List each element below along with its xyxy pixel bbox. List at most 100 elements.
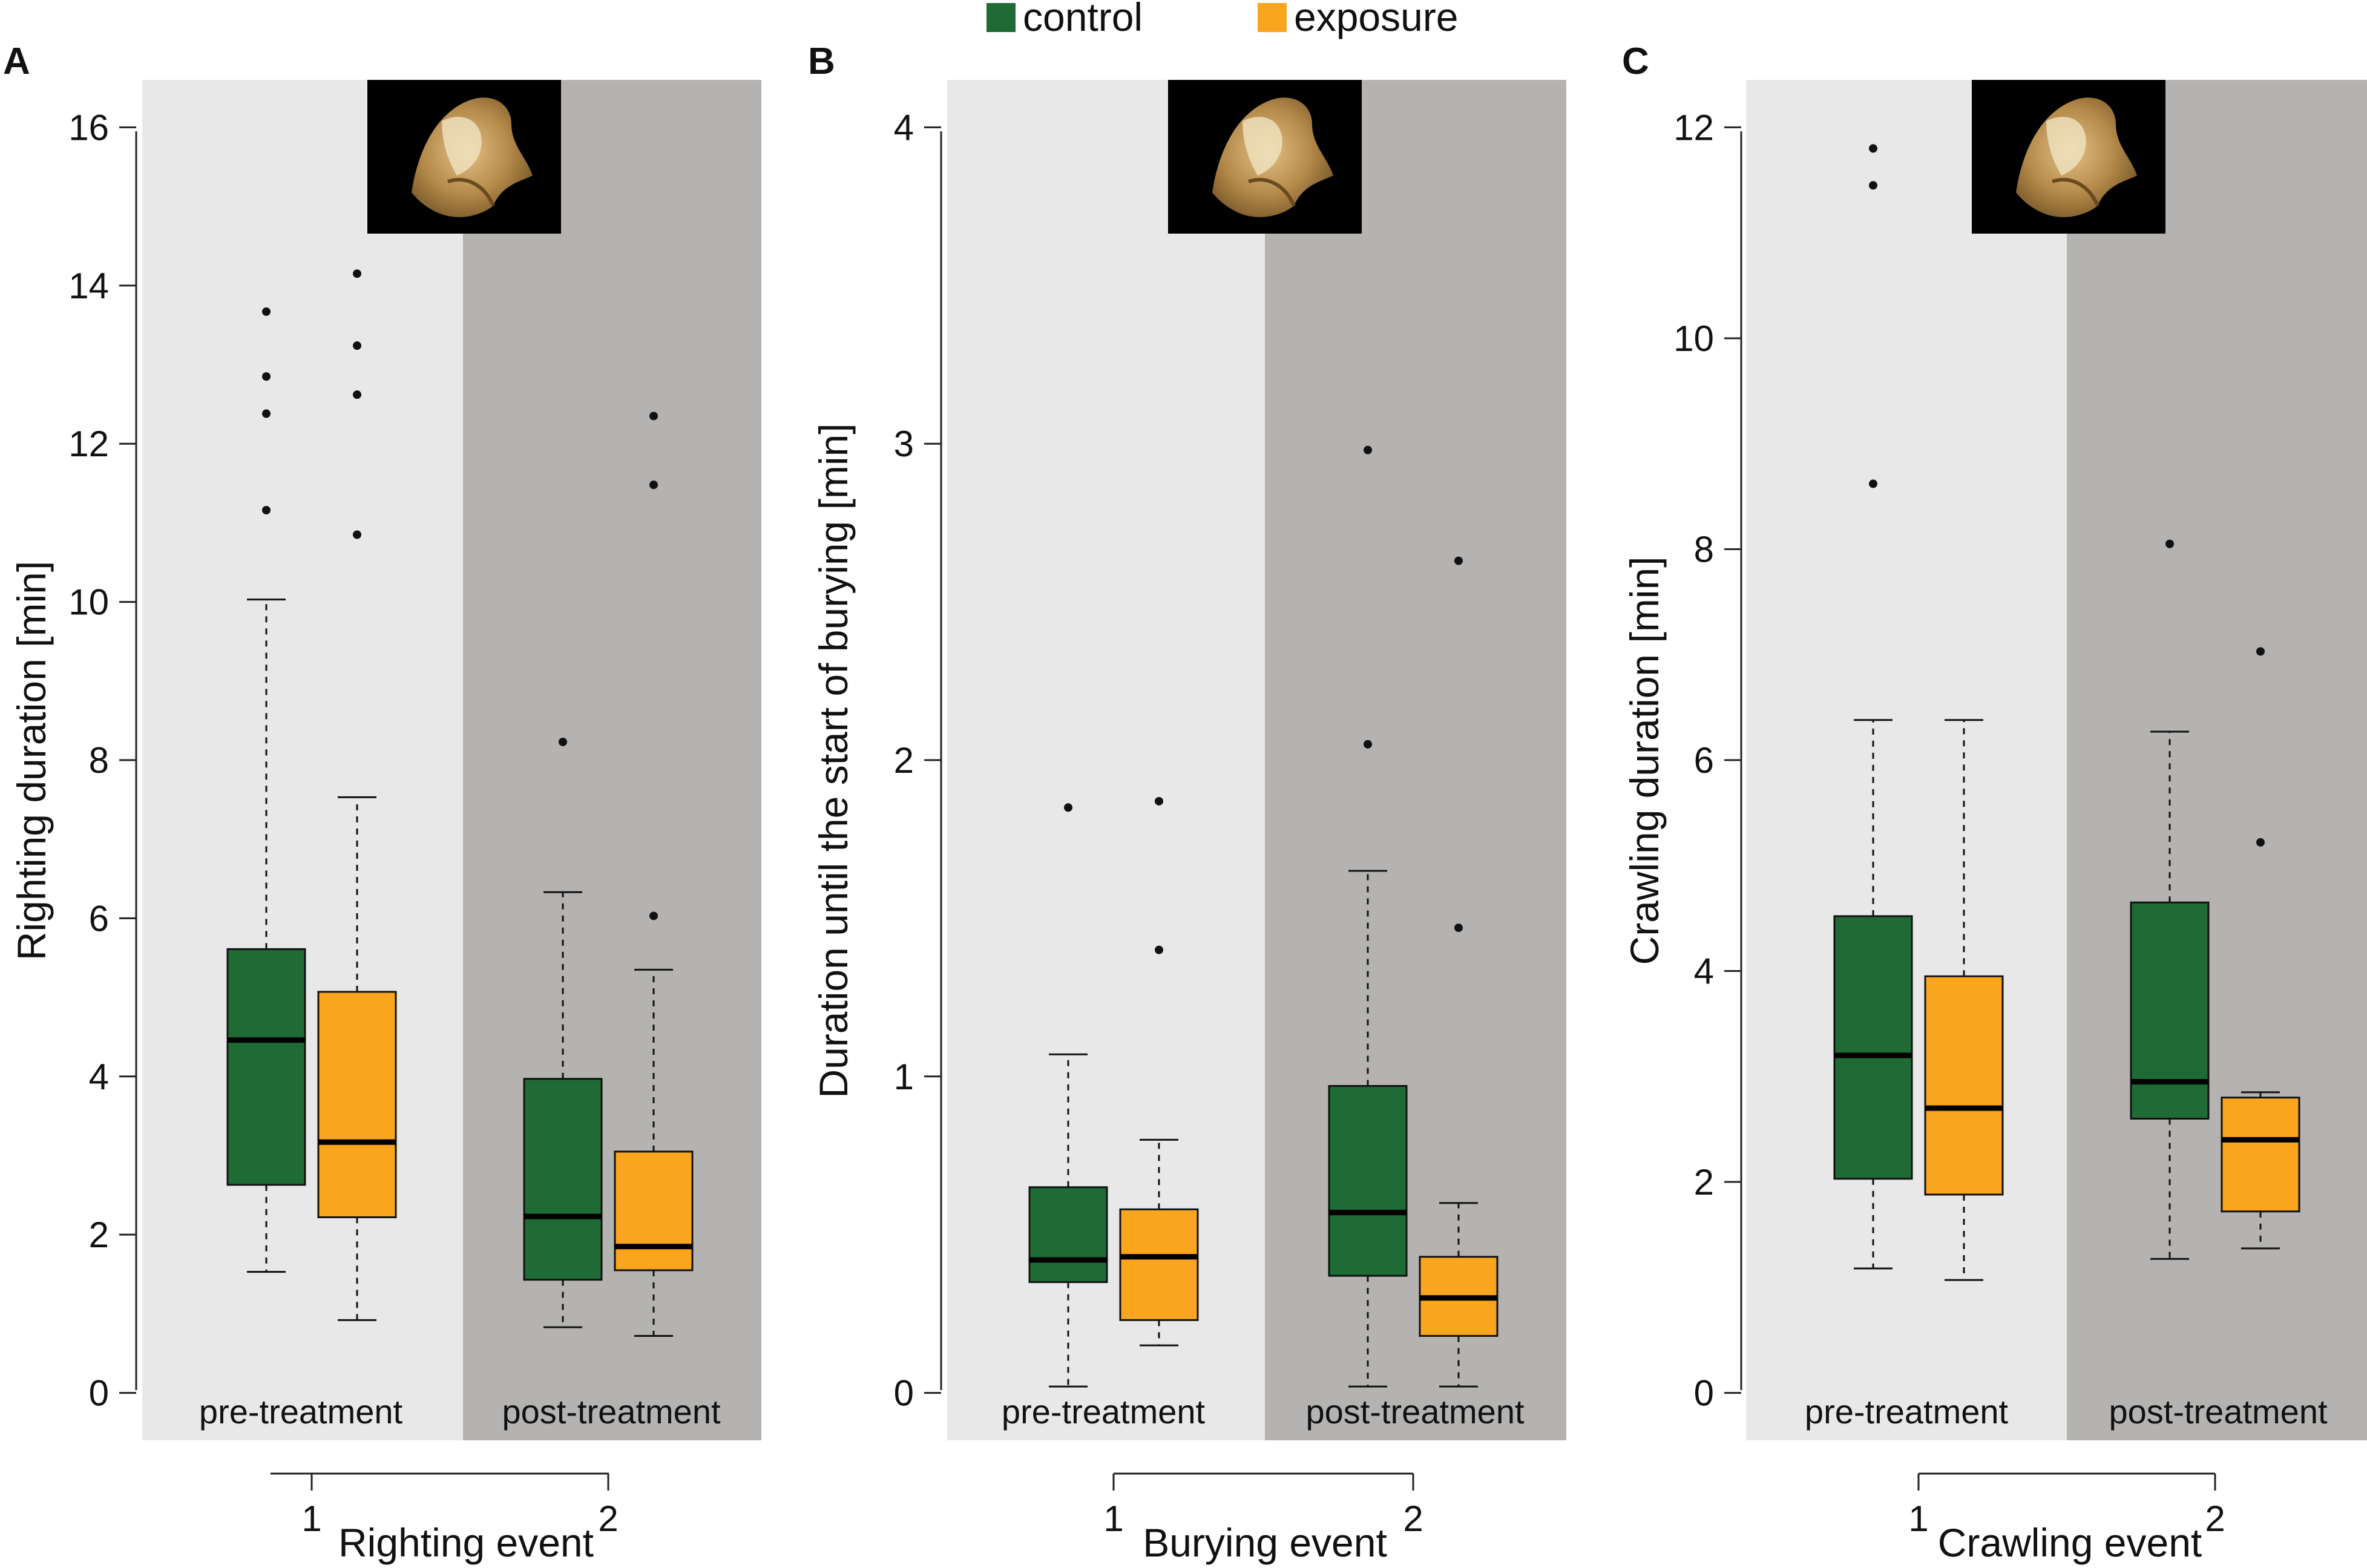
outlier-point: [262, 505, 271, 514]
box-iqr: [226, 948, 306, 1186]
outlier-point: [353, 269, 361, 278]
box-control-event-1: [1833, 144, 1913, 1270]
outlier-point: [1364, 740, 1372, 749]
outlier-point: [353, 341, 361, 350]
panel-c: C pre-treatment post-treatment 024681012…: [1622, 41, 2367, 1565]
y-tick-label: 14: [68, 266, 109, 306]
box-control-event-1: [1028, 803, 1108, 1388]
legend-label-exposure: exposure: [1294, 0, 1459, 39]
y-tick-label: 4: [89, 1057, 109, 1097]
box-iqr: [614, 1150, 694, 1271]
outlier-point: [353, 390, 361, 399]
y-tick-label: 8: [89, 740, 109, 781]
box-exposure-event-1: [1119, 796, 1199, 1347]
y-tick-label: 0: [1694, 1373, 1714, 1414]
y-tick-label: 4: [1694, 951, 1714, 992]
x-tick-label: 1: [1908, 1498, 1928, 1539]
panel-a: A pre-treatment post-treatment 024681012…: [3, 41, 761, 1565]
box-control-event-2: [1328, 445, 1408, 1388]
y-tick-label: 12: [68, 424, 109, 464]
legend: control exposure: [987, 0, 1459, 39]
box-iqr: [2221, 1097, 2300, 1213]
y-axis-title: Crawling duration [min]: [1622, 557, 1667, 965]
y-tick-label: 2: [1694, 1162, 1714, 1202]
y-tick-label: 8: [1694, 529, 1714, 569]
y-tick-label: 4: [894, 107, 914, 148]
legend-label-control: control: [1023, 0, 1143, 39]
outlier-point: [1454, 556, 1463, 565]
outlier-point: [262, 409, 271, 418]
box-iqr: [523, 1078, 603, 1281]
y-tick-label: 12: [1673, 107, 1714, 148]
box-exposure-event-1: [317, 269, 397, 1321]
y-tick-label: 6: [89, 898, 109, 939]
outlier-point: [262, 307, 271, 316]
y-axis-title: Duration until the start of burying [min…: [811, 423, 856, 1098]
region-post-treatment: [2067, 80, 2367, 1440]
y-tick-label: 6: [1694, 740, 1714, 781]
outlier-point: [262, 372, 271, 381]
outlier-point: [2165, 539, 2174, 548]
box-control-event-1: [226, 307, 306, 1273]
box-exposure-event-2: [2221, 647, 2300, 1250]
legend-swatch-exposure: [1258, 3, 1287, 32]
y-tick-label: 0: [894, 1373, 914, 1414]
outlier-point: [2256, 838, 2265, 847]
box-iqr: [1924, 975, 2004, 1196]
y-tick-label: 2: [89, 1215, 109, 1255]
region-label-post: post-treatment: [2109, 1393, 2327, 1431]
box-control-event-2: [2130, 539, 2210, 1260]
outlier-point: [1454, 923, 1463, 933]
box-iqr: [317, 991, 397, 1218]
box-exposure-event-2: [614, 412, 694, 1337]
outlier-point: [1364, 445, 1372, 454]
x-tick-label: 2: [598, 1498, 618, 1539]
x-tick-label: 1: [301, 1498, 321, 1539]
y-tick-label: 10: [1673, 318, 1714, 359]
y-tick-label: 1: [894, 1057, 914, 1097]
outlier-point: [559, 737, 567, 746]
x-tick-label: 2: [1403, 1498, 1423, 1539]
outlier-point: [1869, 144, 1877, 153]
box-iqr: [1328, 1084, 1408, 1277]
outlier-point: [1869, 479, 1877, 488]
outlier-point: [1064, 803, 1072, 812]
region-label-post: post-treatment: [1305, 1393, 1524, 1431]
outlier-point: [1155, 796, 1163, 805]
region-post-treatment: [1265, 80, 1566, 1440]
y-tick-label: 3: [894, 424, 914, 464]
x-axis-title: Righting event: [338, 1520, 594, 1565]
box-iqr: [1119, 1208, 1199, 1321]
box-iqr: [1833, 915, 1913, 1180]
y-tick-label: 10: [68, 582, 109, 623]
y-tick-label: 0: [89, 1373, 109, 1414]
box-exposure-event-1: [1924, 719, 2004, 1281]
region-pre-treatment: [142, 80, 463, 1440]
box-iqr: [2130, 901, 2210, 1120]
y-tick-label: 16: [68, 107, 109, 148]
box-control-event-2: [523, 737, 603, 1328]
box-exposure-event-2: [1419, 556, 1499, 1388]
outlier-point: [353, 530, 361, 539]
outlier-point: [649, 911, 658, 920]
region-label-pre: pre-treatment: [1805, 1393, 2009, 1431]
outlier-point: [2256, 647, 2265, 656]
outlier-point: [1869, 181, 1877, 190]
box-iqr: [1028, 1186, 1108, 1284]
outlier-point: [649, 481, 658, 490]
outlier-point: [1155, 945, 1163, 954]
region-pre-treatment: [1746, 80, 2067, 1440]
outlier-point: [649, 412, 658, 421]
region-post-treatment: [463, 80, 761, 1440]
x-tick-label: 2: [2205, 1498, 2225, 1539]
region-label-pre: pre-treatment: [1002, 1393, 1206, 1431]
region-label-pre: pre-treatment: [199, 1393, 403, 1431]
snail-photo: [1972, 80, 2165, 234]
snail-photo: [367, 80, 561, 234]
x-axis-title: Crawling event: [1938, 1520, 2202, 1565]
x-axis-title: Burying event: [1143, 1520, 1387, 1565]
snail-photo: [1168, 80, 1362, 234]
panel-label: C: [1622, 41, 1649, 82]
